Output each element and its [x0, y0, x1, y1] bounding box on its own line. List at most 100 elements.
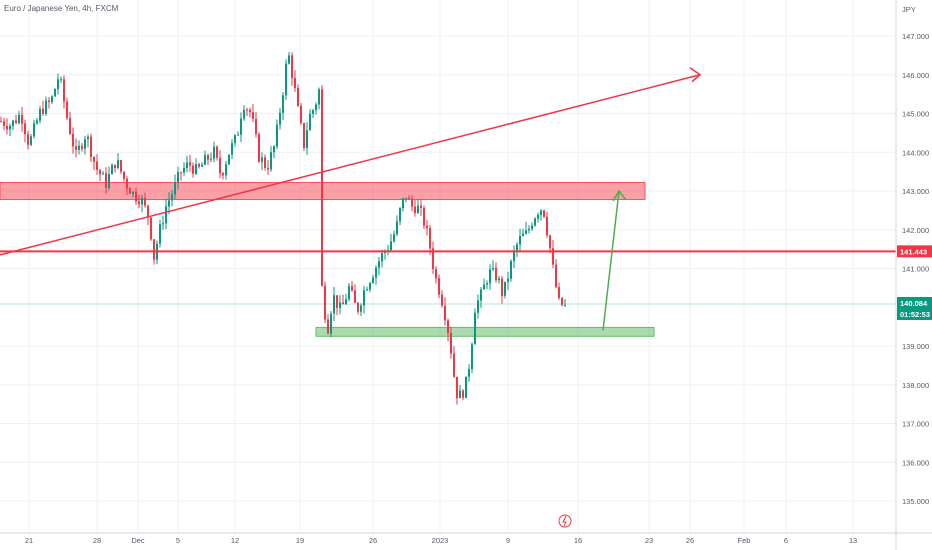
- candle-body: [228, 154, 230, 165]
- x-tick-label: 16: [574, 536, 582, 545]
- candle-body: [492, 267, 494, 270]
- candle-body: [354, 290, 356, 303]
- candle-body: [498, 278, 500, 281]
- candle-body: [126, 178, 128, 189]
- candle-body: [141, 197, 143, 205]
- candle-body: [15, 120, 17, 123]
- candle-body: [0, 121, 2, 123]
- candle-body: [285, 63, 287, 96]
- candle-body: [231, 143, 233, 155]
- x-tick-label: 23: [645, 536, 653, 545]
- candle-body: [165, 206, 167, 224]
- candle-body: [444, 305, 446, 321]
- candle-body: [12, 120, 14, 126]
- candle-body: [378, 261, 380, 268]
- price-label: 01:52:53: [900, 310, 930, 319]
- candle-body: [135, 191, 137, 202]
- candle-body: [414, 206, 416, 214]
- candle-body: [171, 194, 173, 201]
- candle-body: [111, 164, 113, 175]
- candle-body: [465, 376, 467, 398]
- candle-body: [246, 109, 248, 111]
- projection-arrow[interactable]: [602, 190, 620, 331]
- candle-body: [267, 167, 269, 170]
- candle-body: [558, 287, 560, 298]
- candle-body: [456, 376, 458, 399]
- candle-body: [525, 230, 527, 234]
- candle-body: [495, 267, 497, 281]
- candle-body: [519, 236, 521, 245]
- candle-body: [237, 134, 239, 136]
- candle-body: [21, 115, 23, 124]
- candle-body: [150, 217, 152, 240]
- candle-body: [333, 295, 335, 314]
- x-tick-label: 19: [296, 536, 304, 545]
- candle-body: [396, 221, 398, 235]
- x-tick-label: 9: [506, 536, 510, 545]
- candle-body: [192, 165, 194, 174]
- candle-body: [261, 157, 263, 162]
- y-tick-label: 143.000: [902, 187, 929, 196]
- candle-body: [45, 100, 47, 114]
- candle-body: [300, 105, 302, 123]
- candle-body: [402, 198, 404, 209]
- candle-body: [486, 283, 488, 285]
- candle-body: [537, 214, 539, 219]
- candle-body: [69, 118, 71, 134]
- candle-body: [177, 172, 179, 183]
- candle-body: [255, 118, 257, 135]
- candle-body: [27, 134, 29, 145]
- candle-body: [516, 244, 518, 251]
- candle-body: [87, 136, 89, 140]
- support-zone[interactable]: [315, 326, 655, 337]
- candle-body: [555, 264, 557, 288]
- candle-body: [450, 332, 452, 354]
- candle-body: [321, 89, 323, 286]
- candle-body: [534, 218, 536, 226]
- candle-body: [522, 233, 524, 237]
- candle-body: [372, 277, 374, 284]
- candle-body: [24, 123, 26, 135]
- candle-body: [468, 369, 470, 377]
- y-tick-label: 142.000: [902, 226, 929, 235]
- trendline[interactable]: [0, 74, 701, 256]
- candle-body: [99, 169, 101, 175]
- candle-body: [90, 136, 92, 157]
- x-tick-label: 2023: [432, 536, 449, 545]
- candle-body: [480, 289, 482, 301]
- candle-body: [390, 241, 392, 251]
- candle-body: [9, 125, 11, 130]
- price-label: 140.084: [900, 299, 928, 308]
- candle-body: [153, 239, 155, 260]
- candle-body: [435, 269, 437, 279]
- candle-body: [423, 207, 425, 226]
- candle-body: [459, 390, 461, 399]
- candle-body: [462, 390, 464, 398]
- candle-body: [60, 79, 62, 81]
- candles: [0, 52, 566, 405]
- candle-body: [543, 210, 545, 217]
- candle-body: [375, 267, 377, 278]
- candle-body: [84, 139, 86, 149]
- candle-body: [309, 113, 311, 131]
- candle-body: [489, 269, 491, 284]
- candle-body: [531, 225, 533, 229]
- candle-body: [210, 158, 212, 160]
- lightning-icon[interactable]: [558, 514, 572, 528]
- candle-body: [363, 290, 365, 306]
- candle-body: [102, 173, 104, 175]
- price-label-bg: [897, 307, 932, 320]
- price-label: 141.443: [900, 247, 927, 256]
- candle-body: [30, 136, 32, 145]
- price-label-bg: [897, 296, 932, 309]
- candle-body: [510, 261, 512, 279]
- candle-body: [186, 162, 188, 168]
- drawings[interactable]: [0, 67, 896, 331]
- candle-body: [138, 201, 140, 205]
- candle-body: [360, 305, 362, 312]
- candle-body: [339, 302, 341, 308]
- candle-body: [348, 286, 350, 300]
- candle-body: [483, 284, 485, 290]
- candle-body: [174, 182, 176, 195]
